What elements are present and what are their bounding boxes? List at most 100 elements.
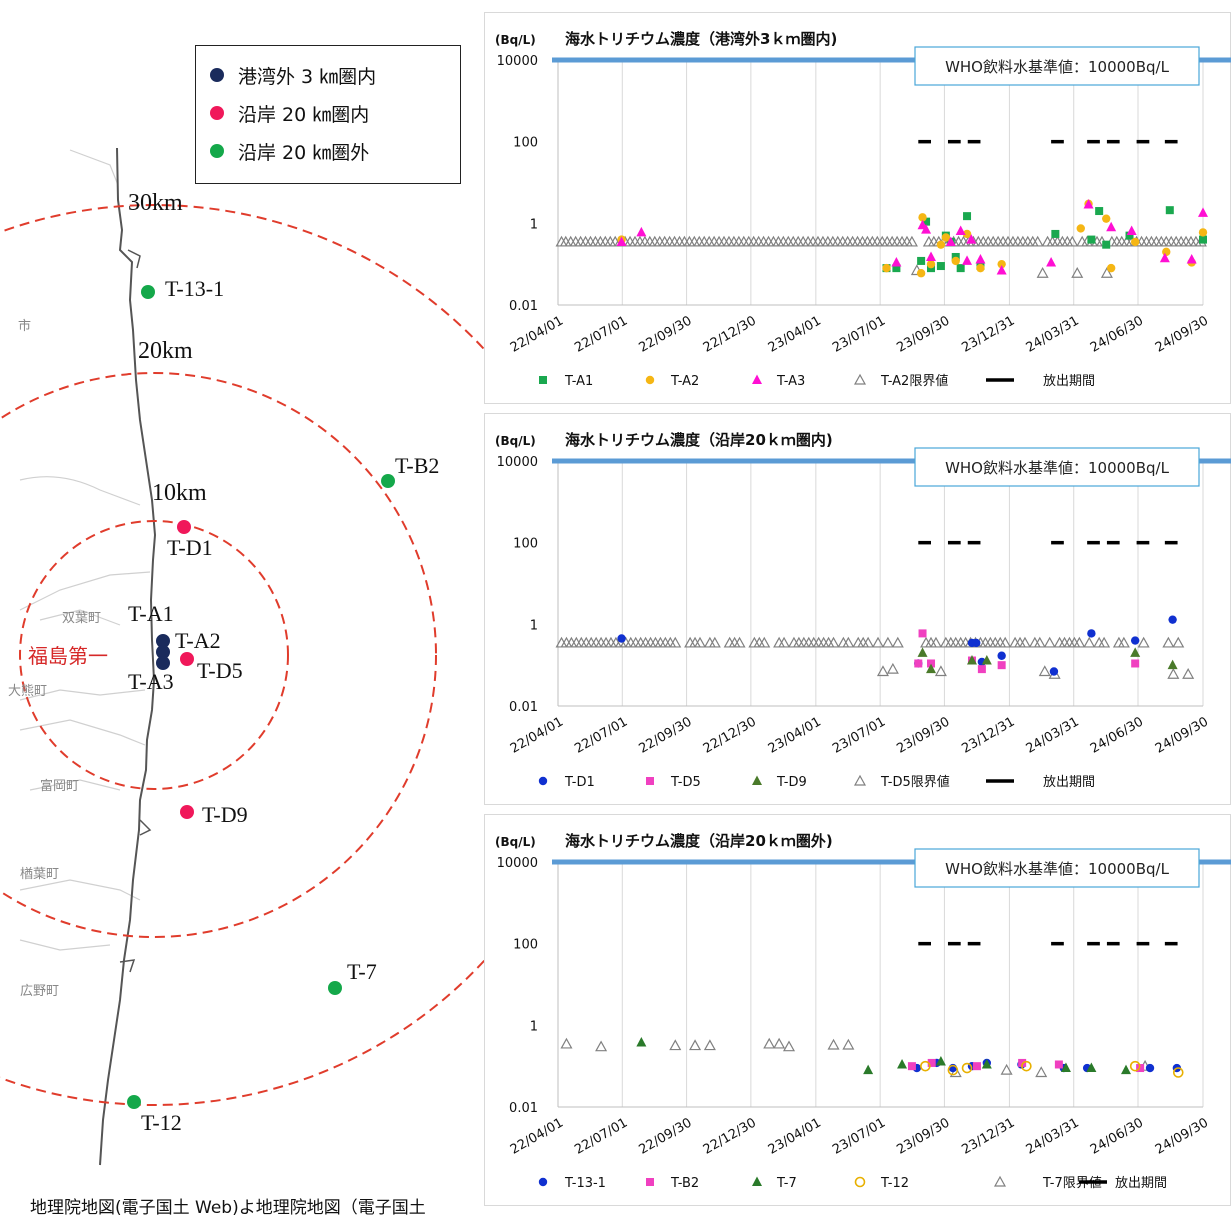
data-point (1150, 235, 1163, 247)
x-tick-label: 22/04/01 (508, 1115, 566, 1157)
data-point (981, 1058, 992, 1069)
data-point (963, 212, 972, 221)
data-point (1041, 235, 1054, 247)
x-tick-label: 23/12/31 (959, 313, 1017, 355)
point-label-t-a2: T-A2 (175, 628, 221, 653)
data-point (821, 235, 834, 247)
data-point (693, 235, 706, 247)
data-point (972, 1062, 981, 1071)
town-label-hirono: 広野町 (20, 984, 59, 999)
x-tick-label: 22/07/01 (572, 714, 630, 756)
data-point (826, 235, 839, 247)
data-point (1035, 1066, 1048, 1078)
data-point (807, 235, 820, 247)
data-point (1051, 229, 1060, 238)
legend-label: T-7限界値 (1042, 1175, 1102, 1191)
legend-label: 沿岸 20 ㎞圏内 (238, 103, 370, 126)
data-point (827, 1038, 840, 1050)
data-point (747, 235, 760, 247)
data-point (846, 235, 859, 247)
data-point (929, 636, 942, 648)
data-point (1087, 629, 1096, 638)
data-point (891, 256, 902, 267)
data-point (1093, 636, 1106, 648)
x-tick-label: 23/07/01 (830, 714, 888, 756)
point-label-t-d9: T-D9 (202, 802, 248, 827)
legend-marker (752, 775, 762, 785)
legend-dot (210, 68, 224, 82)
data-point (999, 636, 1012, 648)
legend-item-coastal-within-20km: 沿岸 20 ㎞圏内 (210, 98, 369, 128)
legend-marker (646, 777, 654, 785)
point-marker-t-13-1 (141, 285, 155, 299)
data-point (881, 636, 894, 648)
data-point (1106, 221, 1117, 232)
data-point (1130, 647, 1141, 657)
data-point (982, 235, 995, 247)
data-point (1182, 667, 1195, 679)
data-point (1061, 235, 1074, 247)
data-point (569, 235, 582, 247)
data-point (1058, 636, 1071, 648)
data-point (594, 235, 607, 247)
data-point (797, 636, 810, 648)
data-point (827, 636, 840, 648)
chart-title: 海水トリチウム濃度（港湾外3ｋｍ圏内) (565, 30, 837, 48)
y-tick-label: 100 (513, 537, 538, 552)
data-point (866, 235, 879, 247)
data-point (638, 235, 651, 247)
legend-item-coastal-outside-20km: 沿岸 20 ㎞圏外 (210, 136, 369, 166)
data-point (589, 235, 602, 247)
ring-label-10km: 10km (152, 480, 207, 506)
data-point (703, 636, 716, 648)
data-point (654, 636, 667, 648)
data-point (957, 235, 970, 247)
data-point (792, 235, 805, 247)
data-point (1186, 254, 1197, 264)
who-label-box (914, 848, 1200, 888)
data-point (585, 636, 598, 648)
data-point (1140, 235, 1153, 247)
data-point (926, 663, 937, 674)
point-label-t-d1: T-D1 (167, 535, 213, 560)
x-tick-label: 22/09/30 (637, 1115, 695, 1157)
data-point (831, 235, 844, 247)
data-point (733, 636, 746, 648)
data-point (777, 235, 790, 247)
data-point (871, 235, 884, 247)
x-tick-label: 22/12/30 (701, 714, 759, 756)
data-point (1126, 225, 1137, 235)
point-label-t-12: T-12 (141, 1110, 182, 1135)
data-point (688, 235, 701, 247)
data-point (580, 636, 593, 648)
data-point (1051, 235, 1064, 247)
data-point (1145, 1063, 1155, 1073)
series-T-D1 (617, 615, 1177, 676)
data-point (1130, 636, 1140, 645)
data-point (951, 256, 960, 266)
data-point (732, 235, 745, 247)
data-point (1049, 667, 1059, 676)
data-point (881, 235, 894, 247)
legend-label: T-A2 (670, 374, 699, 389)
ring-label-30km: 30km (128, 190, 183, 216)
legend-label: 放出期間 (1043, 374, 1095, 389)
who-label: WHO飲料水基準値：10000Bq/L (945, 459, 1170, 477)
data-point (1056, 235, 1069, 247)
data-point (737, 235, 750, 247)
data-point (1095, 207, 1104, 216)
point-marker-t-d9 (180, 805, 194, 819)
x-tick-label: 24/03/31 (1024, 1115, 1082, 1157)
data-point (689, 1039, 702, 1051)
data-point (575, 636, 588, 648)
data-point (962, 255, 973, 265)
y-tick-label: 10000 (497, 455, 538, 470)
data-point (934, 665, 947, 677)
series-T-D5 (914, 629, 1140, 674)
data-point (773, 1037, 786, 1049)
data-point (1018, 636, 1031, 648)
legend-marker (993, 1175, 1007, 1187)
data-point (1175, 235, 1188, 247)
data-point (897, 1058, 908, 1069)
chart-panel-coastal-within-20km: (Bq/L) 海水トリチウム濃度（沿岸20ｋｍ圏内) 10000 100 1 0.01 22… (484, 413, 1231, 805)
